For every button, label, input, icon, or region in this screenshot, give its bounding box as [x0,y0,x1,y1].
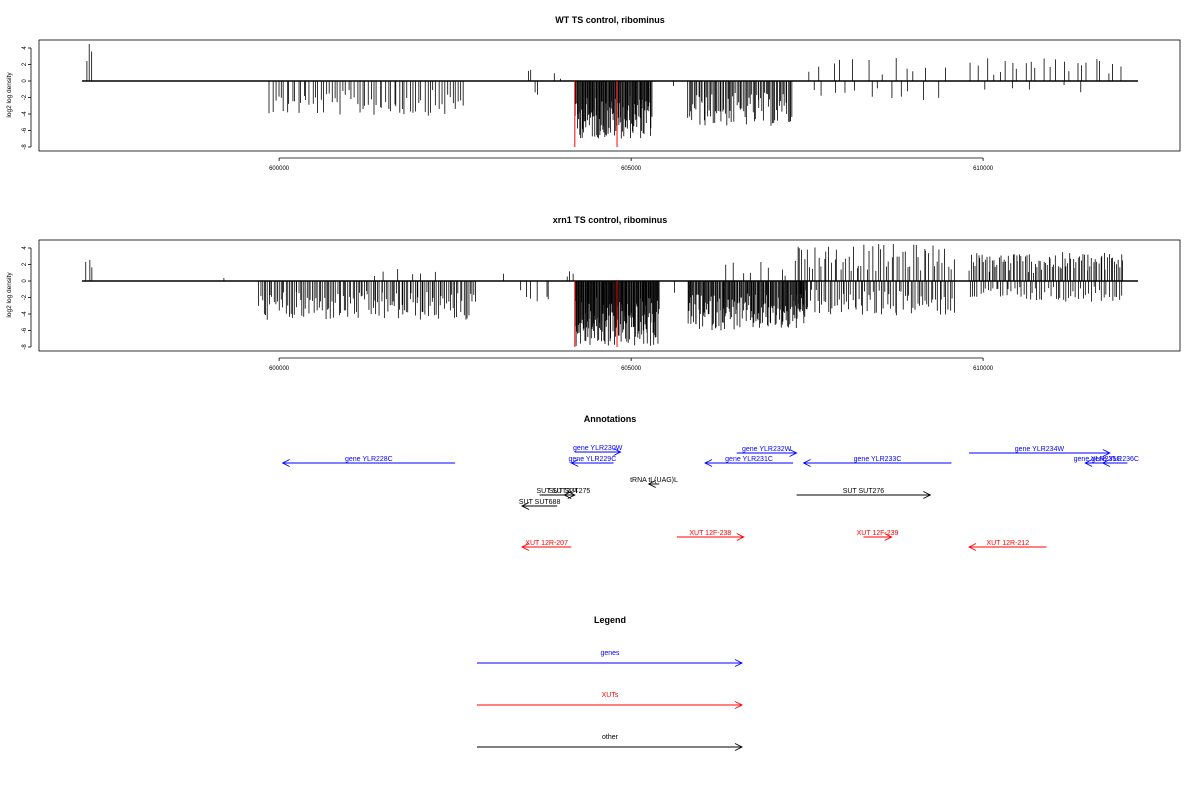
annotation-label: XUT 12F-238 [689,530,731,537]
annotation-label: gene YLR234W [1015,446,1065,453]
y-tick-label: -8 [22,344,28,350]
wt-plot-frame [38,39,1181,152]
annotation-label: XUT 12R-207 [525,540,568,547]
x-tick-label: 600000 [269,166,290,172]
annotation-arrow-head [968,543,977,551]
annotation-arrow-head [1084,459,1093,467]
annotation-label: SUT SUT274 [536,488,578,495]
y-tick-label: -6 [22,327,28,333]
annotation-label: XUT 12R-212 [986,540,1029,547]
wt-highlight-layer [574,81,618,147]
wt-panel-title: WT TS control, ribominus [555,15,665,25]
x-tick-label: 610000 [973,166,994,172]
annotation-label: gene YLR233C [854,456,902,463]
x-tick-label: 610000 [973,366,994,372]
wt-bars-layer [82,43,1138,139]
legend-label: other [602,734,619,741]
legend-arrow-head [734,701,744,709]
xrn1-axes-layer: -8 -6 -4 -2 0 2 4 600000 605000 610000 [22,246,994,372]
y-tick-label: 4 [22,46,28,50]
y-tick-label: 2 [22,62,28,66]
xrn1-bars-layer [82,243,1138,346]
annotation-arrow-head [884,533,893,541]
y-tick-label: 2 [22,262,28,266]
annotation-arrow-head [923,491,932,499]
annotation-arrow-head [563,491,572,499]
legend-label: genes [600,650,620,657]
y-tick-label: 0 [22,79,28,83]
annotation-arrow-head [1102,449,1111,457]
annotation-arrow-head [613,448,622,456]
xrn1-highlight-layer [574,281,618,347]
annotation-label: gene YLR235C [1074,456,1122,463]
y-tick-label: -2 [22,94,28,100]
annotation-arrow-head [520,543,530,551]
y-tick-label: -4 [22,111,28,117]
annotation-label: gene YLR236C [1091,456,1139,463]
legend: Legend genes XUTs other [477,615,744,751]
annotation-label: gene YLR232W [742,446,792,453]
annotations-track: Annotations gene YLR228C gene YLR230W gene… [281,414,1139,551]
annotation-label: XUT 12F-239 [857,530,899,537]
y-tick-label: 0 [22,279,28,283]
annotations-title: Annotations [584,414,637,424]
x-tick-label: 600000 [269,366,290,372]
xrn1-panel-title: xrn1 TS control, ribominus [553,215,668,225]
annotation-arrow-head [704,459,713,467]
legend-arrow-head [734,659,744,667]
annotation-arrow-head [802,459,811,467]
x-tick-label: 605000 [621,166,642,172]
x-tick-label: 605000 [621,366,642,372]
wt-density-panel: WT TS control, ribominus log2 log densit… [6,15,1181,172]
annotation-label: gene YLR231C [725,456,773,463]
annotation-label: SUT SUT688 [519,499,561,506]
annotation-label: tRNA tL(UAG)L [630,477,678,484]
annotation-arrow-head [1101,459,1111,467]
xrn1-density-panel: xrn1 TS control, ribominus log2 log dens… [6,215,1181,372]
annotation-arrow-head [789,449,798,457]
annotation-label: SUT SUT275 [549,488,591,495]
annotation-arrow-head [520,502,530,510]
annotation-label: SUT SUT276 [843,488,885,495]
y-tick-label: -6 [22,127,28,133]
annotation-arrow-head [736,533,745,541]
wt-axes-layer: -8 -6 -4 -2 0 2 4 600000 605000 610000 [22,46,994,172]
legend-label: XUTs [602,692,619,699]
wt-ylabel: log2 log density [6,72,13,118]
annotation-label: gene YLR229C [569,456,617,463]
y-tick-label: -4 [22,311,28,317]
legend-title: Legend [594,615,626,625]
annotation-arrow-head [281,459,290,467]
legend-arrow-head [734,743,744,751]
y-tick-label: 4 [22,246,28,250]
annotation-label: gene YLR228C [345,456,393,463]
y-tick-label: -8 [22,144,28,150]
annotation-arrow-head [647,480,656,488]
xrn1-plot-frame [38,239,1181,352]
y-tick-label: -2 [22,294,28,300]
xrn1-ylabel: log2 log density [6,272,13,318]
annotation-arrow-head [570,459,579,467]
annotation-label: gene YLR230W [573,445,623,452]
